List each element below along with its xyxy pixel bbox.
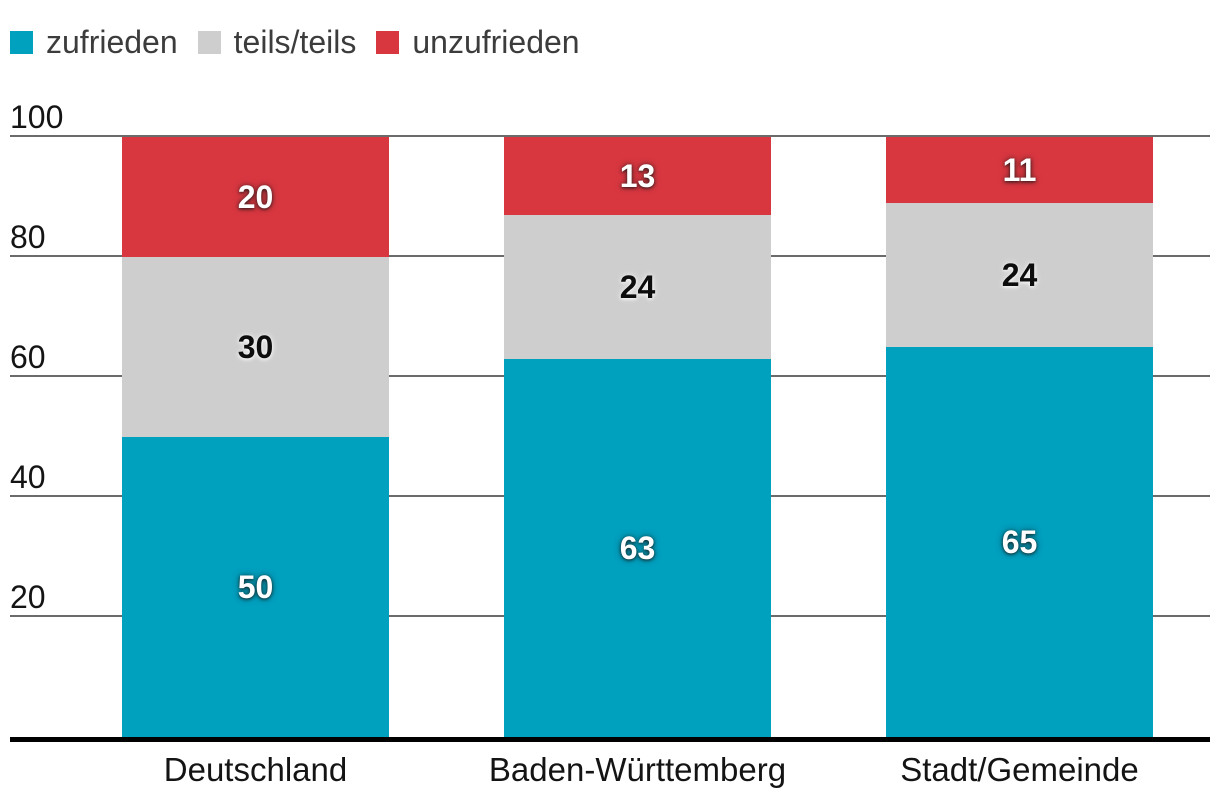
legend-item: unzufrieden bbox=[376, 24, 580, 61]
category-label: Stadt/Gemeinde bbox=[900, 751, 1139, 788]
legend-swatch-icon bbox=[10, 30, 33, 54]
gridline-100 bbox=[10, 135, 1210, 137]
legend-label: unzufrieden bbox=[412, 24, 580, 60]
value-label: 63 bbox=[619, 530, 656, 566]
bar-segment-teils-teils: 30 bbox=[122, 257, 389, 437]
bar-segment-teils-teils: 24 bbox=[886, 203, 1153, 347]
legend-label: zufrieden bbox=[46, 24, 178, 60]
y-tick-label-40: 40 bbox=[10, 459, 46, 495]
bar-segment-unzufrieden: 11 bbox=[886, 137, 1153, 203]
category-label: Deutschland bbox=[163, 751, 348, 788]
bar-segment-zufrieden: 63 bbox=[504, 359, 771, 737]
value-label: 65 bbox=[1001, 524, 1038, 560]
bar-segment-unzufrieden: 13 bbox=[504, 137, 771, 215]
value-label: 24 bbox=[1001, 257, 1038, 293]
value-label: 50 bbox=[237, 569, 274, 605]
value-label: 13 bbox=[619, 158, 656, 194]
legend-item: zufrieden bbox=[10, 24, 178, 61]
bar-segment-zufrieden: 50 bbox=[122, 437, 389, 737]
bar-segment-unzufrieden: 20 bbox=[122, 137, 389, 257]
category-label: Baden-Württemberg bbox=[488, 751, 787, 788]
legend: zufrieden teils/teils unzufrieden bbox=[10, 24, 600, 61]
y-tick-label-100: 100 bbox=[10, 99, 64, 135]
y-tick-label-80: 80 bbox=[10, 219, 46, 255]
value-label: 30 bbox=[237, 329, 274, 365]
y-tick-label-20: 20 bbox=[10, 579, 46, 615]
value-label: 24 bbox=[619, 269, 656, 305]
legend-label: teils/teils bbox=[233, 24, 357, 60]
value-label: 20 bbox=[237, 179, 274, 215]
legend-swatch-icon bbox=[376, 30, 400, 54]
legend-swatch-icon bbox=[197, 30, 221, 54]
y-tick-label-60: 60 bbox=[10, 339, 46, 375]
x-axis-line bbox=[10, 737, 1210, 742]
bar-segment-zufrieden: 65 bbox=[886, 347, 1153, 737]
value-label: 11 bbox=[1002, 152, 1037, 188]
legend-item: teils/teils bbox=[197, 24, 357, 61]
bar-segment-teils-teils: 24 bbox=[504, 215, 771, 359]
